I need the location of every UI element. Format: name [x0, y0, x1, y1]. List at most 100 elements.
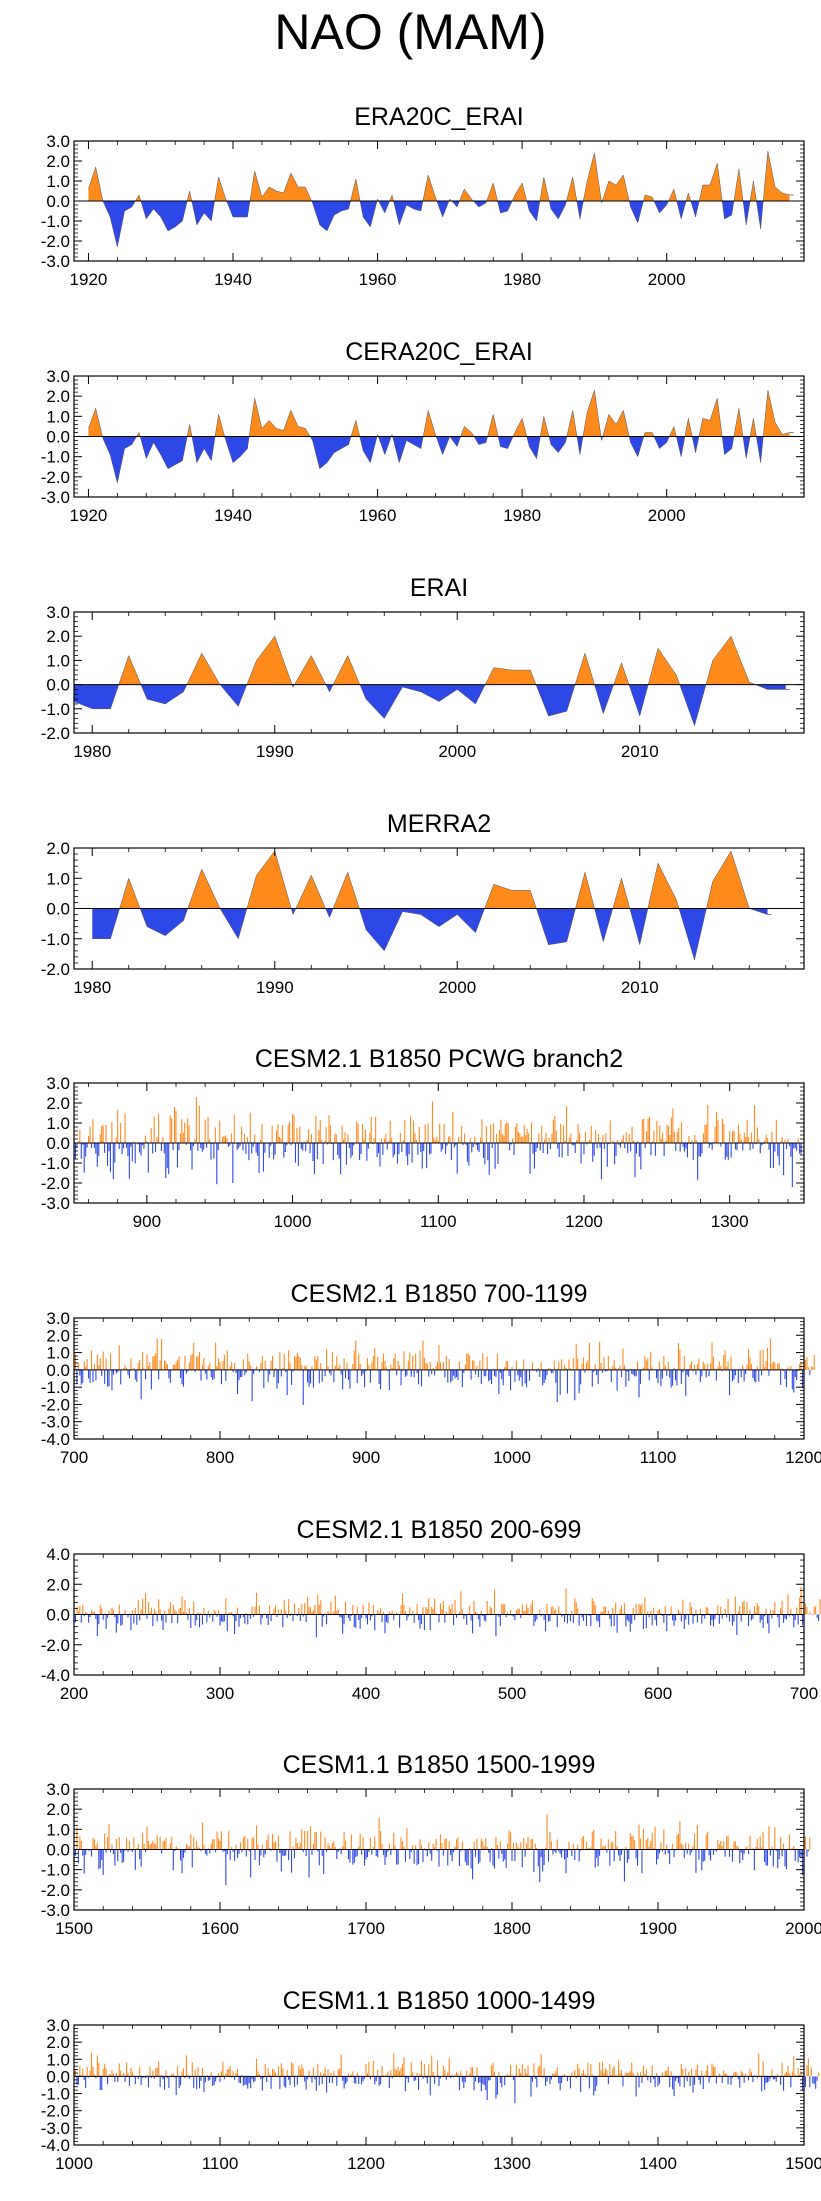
- chart-panel-3: ERAI -2.0 -1.0 0.0 1.0 2.0 3.0 1980 1990 2000 2010: [41, 574, 805, 761]
- y-tick-label: 2.0: [46, 152, 70, 171]
- y-tick-label: 0.0: [46, 1134, 70, 1153]
- y-tick-label: 4.0: [46, 1545, 70, 1564]
- chart-title: ERA20C_ERAI: [354, 103, 524, 131]
- x-tick-label: 1900: [639, 1919, 677, 1938]
- chart-title: CESM1.1 B1850 1500-1999: [283, 1751, 596, 1779]
- chart-title: CESM2.1 B1850 200-699: [297, 1516, 582, 1544]
- y-tick-label: 3.0: [46, 1780, 70, 1799]
- y-tick-label: -4.0: [41, 2136, 70, 2155]
- y-tick-label: 3.0: [46, 1309, 70, 1328]
- y-tick-label: 2.0: [46, 1800, 70, 1819]
- plot-frame: [73, 2024, 805, 2146]
- y-tick-label: -2.0: [41, 1395, 70, 1414]
- x-tick-label: 900: [133, 1212, 161, 1231]
- x-tick-label: 1200: [565, 1212, 603, 1231]
- y-tick-label: 1.0: [46, 651, 70, 670]
- chart-title: CESM1.1 B1850 1000-1499: [283, 1987, 596, 2015]
- chart-title: MERRA2: [387, 810, 491, 838]
- y-tick-label: 0.0: [46, 900, 70, 919]
- x-tick-label: 2000: [438, 978, 476, 997]
- x-tick-label: 1200: [347, 2154, 385, 2173]
- y-tick-label: 3.0: [46, 2016, 70, 2035]
- x-tick-label: 1300: [711, 1212, 749, 1231]
- x-tick-label: 1980: [503, 270, 541, 289]
- y-tick-label: 2.0: [46, 1094, 70, 1113]
- x-tick-label: 1800: [493, 1919, 531, 1938]
- chart-title: CERA20C_ERAI: [345, 338, 533, 366]
- y-tick-label: -2.0: [41, 468, 70, 487]
- y-tick-label: 0.0: [46, 428, 70, 447]
- x-tick-label: 1000: [493, 1448, 531, 1467]
- chart-panel-5: CESM2.1 B1850 PCWG branch2 -3.0-2.0-1.00.…: [41, 1045, 805, 1231]
- series-line: [88, 390, 790, 483]
- y-tick-label: -3.0: [41, 1901, 70, 1920]
- chart-panel-9: CESM1.1 B1850 1000-1499 -4.0-3.0-2.0-1.00…: [41, 1987, 821, 2173]
- y-tick-label: -2.0: [41, 724, 70, 743]
- y-tick-label: 0.0: [46, 676, 70, 695]
- y-tick-label: 3.0: [46, 603, 70, 622]
- y-tick-label: 0.0: [46, 2067, 70, 2086]
- y-tick-label: 1.0: [46, 1820, 70, 1839]
- y-tick-label: -3.0: [41, 1194, 70, 1213]
- y-tick-label: 3.0: [46, 367, 70, 386]
- negative-area: [74, 684, 786, 726]
- y-tick-label: 1.0: [46, 1344, 70, 1363]
- chart-panel-2: CERA20C_ERAI -3.0-2.0-1.00.0 1.02.03.0 1920…: [41, 338, 805, 525]
- positive-area: [119, 851, 750, 909]
- y-tick-label: 2.0: [46, 627, 70, 646]
- negative-area: [102, 201, 764, 247]
- chart-panel-1: ERA20C_ERAI -3.0-2.0-1.00.01.02.03.0 1920 1…: [41, 103, 805, 289]
- x-tick-label: 1990: [256, 742, 294, 761]
- x-tick-label: 2010: [621, 978, 659, 997]
- y-tick-label: 0.0: [46, 1606, 70, 1625]
- x-tick-label: 1600: [201, 1919, 239, 1938]
- y-tick-label: 3.0: [46, 1074, 70, 1093]
- y-tick-label: -4.0: [41, 1666, 70, 1685]
- y-tick-label: -2.0: [41, 2102, 70, 2121]
- y-tick-label: -1.0: [41, 930, 70, 949]
- x-tick-label: 200: [60, 1684, 88, 1703]
- y-tick-label: 2.0: [46, 387, 70, 406]
- y-tick-label: 1.0: [46, 407, 70, 426]
- y-tick-label: 2.0: [46, 1575, 70, 1594]
- chart-panel-7: CESM2.1 B1850 200-699 -4.0 -2.0 0.0 2.0 4.0 20…: [41, 1516, 821, 1703]
- x-tick-label: 1100: [640, 1448, 677, 1467]
- y-tick-label: -2.0: [41, 1636, 70, 1655]
- chart-panel-6: CESM2.1 B1850 700-1199 -4.0-3.0-2.0-1.00.…: [41, 1280, 821, 1467]
- chart-title: CESM2.1 B1850 700-1199: [291, 1280, 588, 1308]
- x-tick-label: 1960: [359, 506, 397, 525]
- x-tick-label: 1200: [785, 1448, 821, 1467]
- x-tick-label: 2000: [438, 742, 476, 761]
- x-tick-label: 1980: [73, 978, 111, 997]
- y-tick-label: -1.0: [41, 448, 70, 467]
- y-tick-label: 0.0: [46, 1361, 70, 1380]
- negative-area: [102, 436, 764, 483]
- chart-title: CESM2.1 B1850 PCWG branch2: [255, 1045, 623, 1073]
- x-tick-label: 900: [352, 1448, 380, 1467]
- series-line: [92, 850, 768, 961]
- y-tick-label: -2.0: [41, 960, 70, 979]
- x-tick-label: 2000: [648, 506, 686, 525]
- x-tick-label: 1100: [420, 1212, 457, 1231]
- x-tick-label: 1500: [55, 1919, 93, 1938]
- x-tick-label: 800: [206, 1448, 234, 1467]
- x-tick-label: 1000: [55, 2154, 93, 2173]
- y-tick-label: -1.0: [41, 212, 70, 231]
- y-tick-label: 1.0: [46, 172, 70, 191]
- page-title: NAO (MAM): [274, 4, 547, 60]
- y-tick-label: 2.0: [46, 2033, 70, 2052]
- chart-panel-4: MERRA2 -2.0 -1.0 0.0 1.0 2.0 1980 1990 2000 2010: [41, 810, 805, 997]
- negative-area: [92, 908, 768, 960]
- y-tick-label: 1.0: [46, 1114, 70, 1133]
- x-tick-label: 1980: [503, 506, 541, 525]
- y-tick-label: 3.0: [46, 132, 70, 151]
- x-tick-label: 1500: [785, 2154, 821, 2173]
- positive-area: [88, 151, 790, 201]
- x-tick-label: 600: [644, 1684, 672, 1703]
- x-tick-label: 1700: [347, 1919, 385, 1938]
- y-tick-label: -1.0: [41, 1861, 70, 1880]
- y-tick-label: -3.0: [41, 252, 70, 271]
- series-line: [88, 150, 790, 248]
- x-tick-label: 1990: [256, 978, 294, 997]
